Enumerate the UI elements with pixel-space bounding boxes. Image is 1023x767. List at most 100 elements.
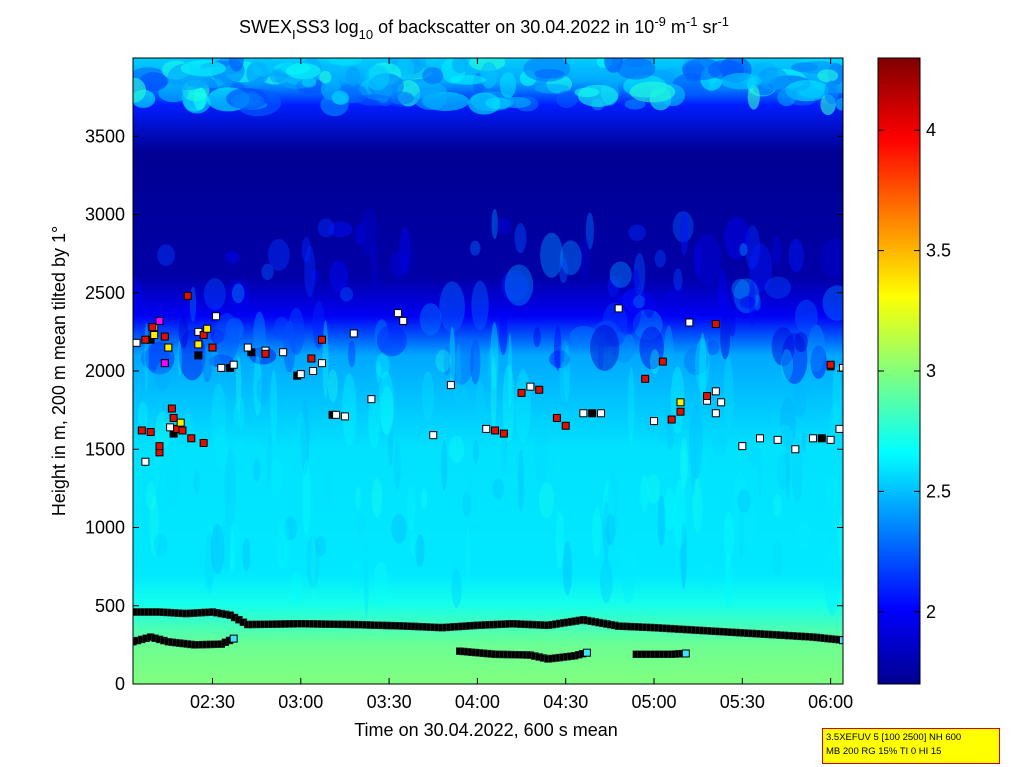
- cloud-marker-white: [791, 445, 800, 454]
- mixed-layer-texture: [238, 396, 245, 431]
- mixed-layer-texture: [193, 469, 200, 495]
- mixed-layer-texture: [490, 322, 499, 390]
- title-part: 10: [359, 27, 373, 42]
- aerosol-plume: [579, 238, 591, 279]
- cloud-patch-top: [616, 58, 656, 80]
- mixed-layer-texture: [738, 485, 745, 559]
- aerosol-plume: [178, 315, 189, 349]
- aerosol-plume: [398, 227, 412, 276]
- mixed-layer-texture: [300, 399, 310, 476]
- aerosol-plume: [680, 211, 689, 256]
- mixed-layer-texture: [663, 325, 674, 393]
- aerosol-plume: [267, 239, 290, 272]
- mixed-layer-texture: [657, 495, 666, 547]
- x-axis-label: Time on 30.04.2022, 600 s mean: [354, 720, 618, 740]
- y-tick-label: 1500: [85, 439, 125, 459]
- y-tick-label: 2000: [85, 361, 125, 381]
- cloud-marker-white: [279, 348, 288, 357]
- mixed-layer-texture: [602, 500, 610, 564]
- x-tick-label: 05:00: [631, 692, 676, 712]
- x-tick-label: 04:30: [543, 692, 588, 712]
- cloud-marker-red: [167, 404, 176, 413]
- cloud-marker-white: [526, 382, 535, 391]
- cloud-patch-top: [269, 68, 286, 83]
- mixed-layer-texture: [371, 477, 383, 518]
- x-tick-label: 03:00: [278, 692, 323, 712]
- mixed-layer-texture: [155, 410, 172, 449]
- aerosol-plume: [772, 235, 781, 266]
- cloud-marker-yellow: [676, 398, 685, 407]
- x-tick-label: 04:00: [455, 692, 500, 712]
- aerosol-plume: [376, 324, 407, 357]
- cloud-marker-white: [367, 395, 376, 404]
- mixed-layer-texture: [153, 533, 168, 557]
- cloud-patch-top: [747, 84, 760, 110]
- mixed-layer-texture: [828, 403, 842, 445]
- x-axis: 02:30 03:00 03:30 04:00 04:30 05:00 05:30 06:00: [190, 58, 853, 712]
- cloud-patch-top: [835, 98, 843, 111]
- aerosol-plume: [739, 243, 748, 256]
- aerosol-plume: [443, 346, 451, 376]
- cloud-patch-top: [577, 84, 619, 107]
- cloud-marker-red: [155, 442, 164, 451]
- cloud-marker-white: [296, 370, 305, 379]
- mixed-layer-texture: [757, 448, 763, 499]
- mixed-layer-texture: [133, 390, 146, 434]
- mixed-layer-texture: [421, 488, 428, 511]
- colorbar-tick-label: 4: [926, 120, 936, 140]
- aerosol-plume: [389, 252, 407, 279]
- aerosol-plume: [744, 225, 761, 269]
- aerosol-plume: [724, 216, 750, 260]
- cloud-marker-white: [808, 434, 817, 443]
- mixed-layer-texture: [748, 445, 760, 467]
- aerosol-plume: [733, 278, 760, 314]
- aerosol-plume: [569, 325, 599, 348]
- aerosol-plume: [822, 285, 843, 321]
- aerosol-plume: [304, 245, 316, 298]
- cloud-marker-white: [685, 318, 694, 327]
- aerosol-plume: [419, 303, 442, 336]
- cloud-marker-red: [141, 335, 150, 344]
- aerosol-plume: [673, 268, 683, 291]
- aerosol-plume: [470, 339, 481, 385]
- info-box-line1: 3.5XEFUV 5 [100 2500] NH 600: [826, 732, 962, 743]
- cloud-marker-yellow: [176, 418, 185, 427]
- aerosol-plume: [622, 287, 647, 313]
- title-part: I: [292, 27, 296, 42]
- aerosol-plume: [628, 224, 646, 241]
- cloud-marker-red: [317, 335, 326, 344]
- backscatter-field: [133, 58, 843, 684]
- aerosol-plume: [749, 280, 756, 326]
- cloud-marker-white: [755, 434, 764, 443]
- cloud-patch-top: [228, 58, 244, 72]
- mixed-layer-texture: [467, 468, 472, 500]
- mixed-layer-texture: [267, 432, 273, 491]
- aerosol-plume: [288, 307, 305, 355]
- mixed-layer-texture: [797, 520, 811, 551]
- mixed-layer-texture: [165, 442, 180, 507]
- cloud-patch-top: [499, 72, 517, 99]
- cloud-marker-red: [199, 438, 208, 447]
- mixed-layer-texture: [376, 361, 381, 384]
- title-part: -9: [654, 14, 666, 29]
- mixed-layer-texture: [657, 415, 666, 444]
- mixed-layer-texture: [210, 524, 225, 575]
- cloud-patch-top: [451, 58, 468, 74]
- cloud-patch-top: [139, 72, 168, 92]
- mixed-layer-texture: [295, 411, 307, 478]
- cloud-marker-white: [446, 381, 455, 390]
- y-tick-label: 0: [115, 674, 125, 694]
- cloud-patch-top: [629, 81, 676, 103]
- aerosol-plume: [310, 269, 320, 283]
- aerosol-plume: [654, 249, 666, 268]
- mixed-layer-texture: [475, 379, 485, 427]
- cloud-patch-top: [180, 60, 226, 77]
- mixed-layer-texture: [723, 511, 735, 562]
- mixed-layer-texture: [144, 322, 149, 392]
- cloud-marker-red: [826, 360, 835, 369]
- title-part: m: [666, 17, 686, 37]
- cloud-patch-top: [251, 58, 275, 77]
- aerosol-plume: [231, 283, 245, 304]
- cloud-patch-top: [414, 89, 447, 110]
- aerosol-plume: [613, 292, 641, 335]
